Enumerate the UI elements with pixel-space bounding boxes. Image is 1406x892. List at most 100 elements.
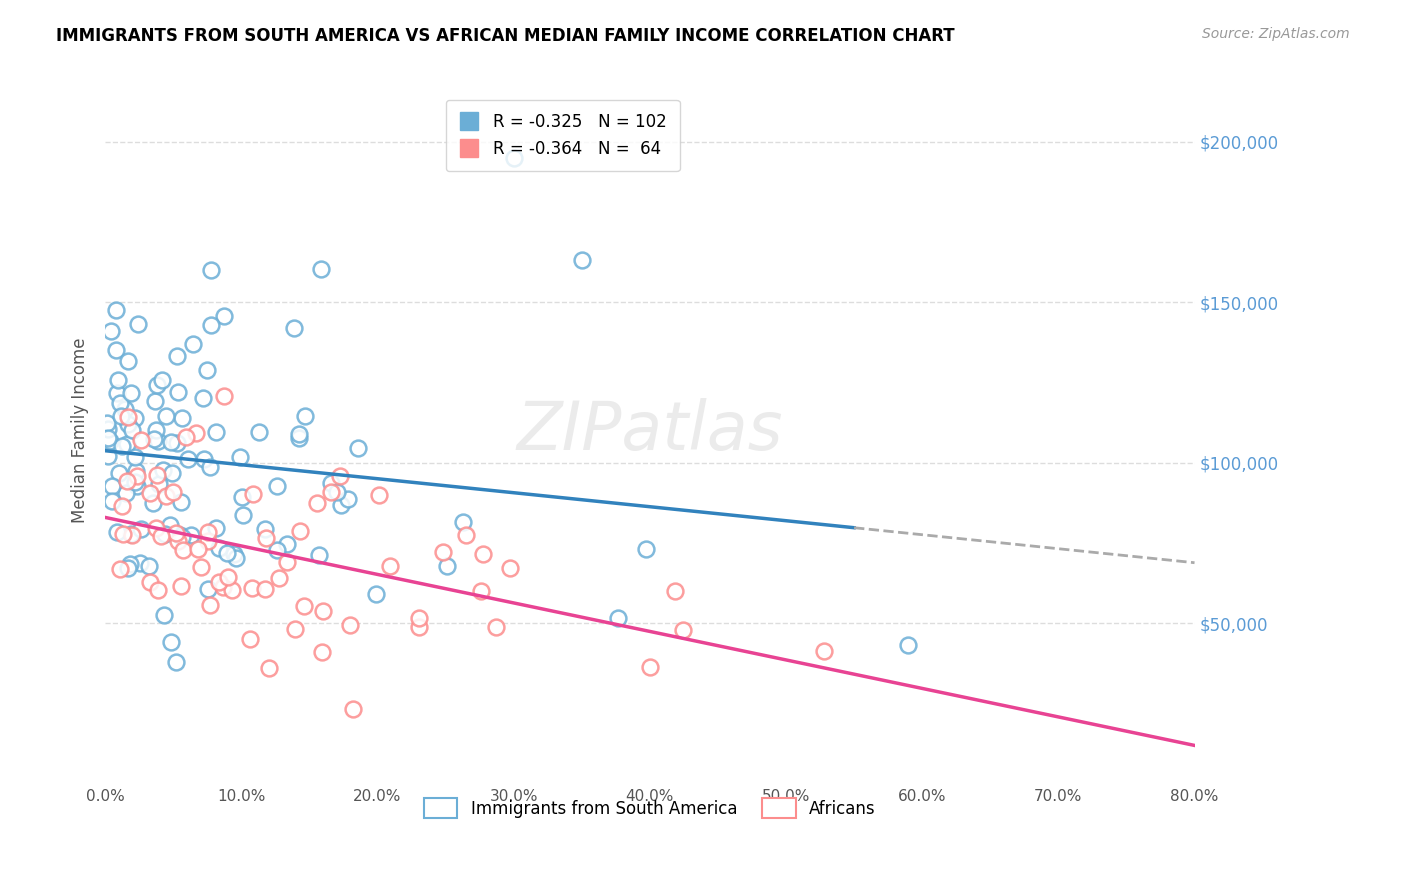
Point <box>276 537 298 551</box>
Point <box>205 425 228 440</box>
Point <box>287 426 309 441</box>
Point <box>105 302 128 317</box>
Point <box>181 336 204 351</box>
Point <box>100 324 122 338</box>
Point <box>108 466 131 480</box>
Point <box>378 558 401 573</box>
Point <box>339 618 361 632</box>
Point <box>97 431 120 445</box>
Point <box>247 425 270 439</box>
Point <box>159 434 181 449</box>
Point <box>110 396 132 410</box>
Point <box>115 437 138 451</box>
Point <box>167 384 190 399</box>
Point <box>145 423 167 437</box>
Point <box>408 611 430 625</box>
Point <box>120 527 142 541</box>
Point <box>813 644 835 658</box>
Point <box>111 500 134 514</box>
Y-axis label: Median Family Income: Median Family Income <box>72 338 89 524</box>
Point <box>155 409 177 424</box>
Point <box>208 575 231 590</box>
Point <box>672 624 695 638</box>
Point <box>110 439 132 453</box>
Point <box>184 426 207 441</box>
Point <box>117 474 139 488</box>
Point <box>254 531 277 545</box>
Point <box>138 574 160 589</box>
Point <box>143 393 166 408</box>
Point <box>330 498 353 512</box>
Point <box>166 349 188 363</box>
Point <box>169 528 191 542</box>
Point <box>212 310 235 324</box>
Point <box>346 442 368 456</box>
Point <box>470 583 492 598</box>
Point <box>146 378 169 392</box>
Point <box>98 434 121 448</box>
Point <box>193 452 215 467</box>
Point <box>212 389 235 403</box>
Point <box>284 622 307 636</box>
Point <box>112 527 135 541</box>
Point <box>266 542 288 557</box>
Point <box>254 522 277 536</box>
Point <box>225 550 247 565</box>
Point <box>321 485 343 500</box>
Point <box>146 434 169 448</box>
Point <box>276 556 298 570</box>
Text: IMMIGRANTS FROM SOUTH AMERICA VS AFRICAN MEDIAN FAMILY INCOME CORRELATION CHART: IMMIGRANTS FROM SOUTH AMERICA VS AFRICAN… <box>56 27 955 45</box>
Point <box>312 604 335 618</box>
Point <box>229 450 252 464</box>
Point <box>114 485 136 500</box>
Point <box>292 599 315 613</box>
Point <box>101 478 124 492</box>
Point <box>432 545 454 559</box>
Point <box>148 477 170 491</box>
Point <box>311 645 333 659</box>
Point <box>125 469 148 483</box>
Point <box>114 402 136 417</box>
Point <box>342 701 364 715</box>
Point <box>288 524 311 538</box>
Point <box>190 560 212 574</box>
Point <box>124 475 146 489</box>
Point <box>129 522 152 536</box>
Point <box>129 556 152 570</box>
Point <box>180 528 202 542</box>
Point <box>191 392 214 406</box>
Point <box>208 541 231 555</box>
Point <box>294 409 316 423</box>
Point <box>242 487 264 501</box>
Point <box>142 496 165 510</box>
Point <box>121 528 143 542</box>
Point <box>150 529 173 543</box>
Point <box>172 530 194 544</box>
Text: Source: ZipAtlas.com: Source: ZipAtlas.com <box>1202 27 1350 41</box>
Point <box>200 263 222 277</box>
Point <box>97 422 120 436</box>
Point <box>571 253 593 268</box>
Point <box>124 410 146 425</box>
Point <box>197 524 219 539</box>
Point <box>266 479 288 493</box>
Point <box>471 548 494 562</box>
Text: ZIPatlas: ZIPatlas <box>516 398 783 464</box>
Point <box>125 478 148 492</box>
Point <box>211 581 233 595</box>
Point <box>145 467 167 482</box>
Legend: Immigrants from South America, Africans: Immigrants from South America, Africans <box>418 791 883 825</box>
Point <box>485 620 508 634</box>
Point <box>139 486 162 500</box>
Point <box>117 354 139 368</box>
Point <box>309 262 332 277</box>
Point <box>454 527 477 541</box>
Point <box>117 417 139 432</box>
Point <box>124 450 146 464</box>
Point <box>239 632 262 646</box>
Point <box>145 521 167 535</box>
Point <box>231 490 253 504</box>
Point <box>200 318 222 332</box>
Point <box>110 561 132 575</box>
Point <box>160 635 183 649</box>
